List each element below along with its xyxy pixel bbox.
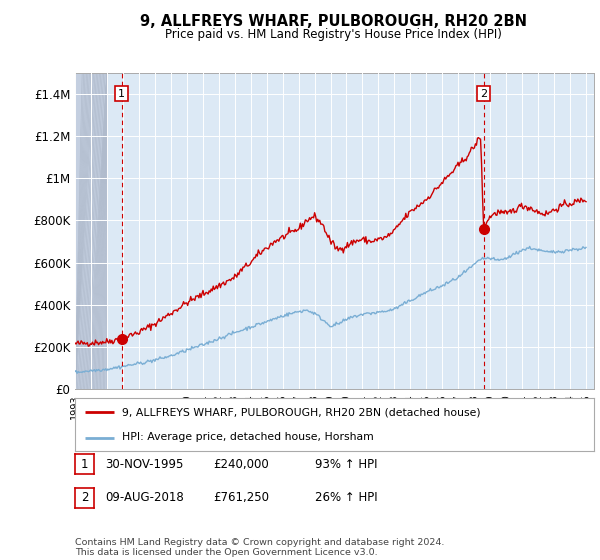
Text: 9, ALLFREYS WHARF, PULBOROUGH, RH20 2BN: 9, ALLFREYS WHARF, PULBOROUGH, RH20 2BN	[140, 14, 527, 29]
Text: 30-NOV-1995: 30-NOV-1995	[105, 458, 184, 471]
Text: Price paid vs. HM Land Registry's House Price Index (HPI): Price paid vs. HM Land Registry's House …	[164, 28, 502, 41]
Text: Contains HM Land Registry data © Crown copyright and database right 2024.
This d: Contains HM Land Registry data © Crown c…	[75, 538, 445, 557]
Text: HPI: Average price, detached house, Horsham: HPI: Average price, detached house, Hors…	[122, 432, 373, 442]
Text: 9, ALLFREYS WHARF, PULBOROUGH, RH20 2BN (detached house): 9, ALLFREYS WHARF, PULBOROUGH, RH20 2BN …	[122, 408, 481, 418]
Text: 1: 1	[81, 458, 88, 471]
Text: 2: 2	[81, 491, 88, 505]
Text: £761,250: £761,250	[213, 491, 269, 505]
Text: £240,000: £240,000	[213, 458, 269, 471]
Text: 26% ↑ HPI: 26% ↑ HPI	[315, 491, 377, 505]
Text: 1: 1	[118, 88, 125, 99]
Text: 09-AUG-2018: 09-AUG-2018	[105, 491, 184, 505]
Text: 93% ↑ HPI: 93% ↑ HPI	[315, 458, 377, 471]
Text: 2: 2	[480, 88, 487, 99]
